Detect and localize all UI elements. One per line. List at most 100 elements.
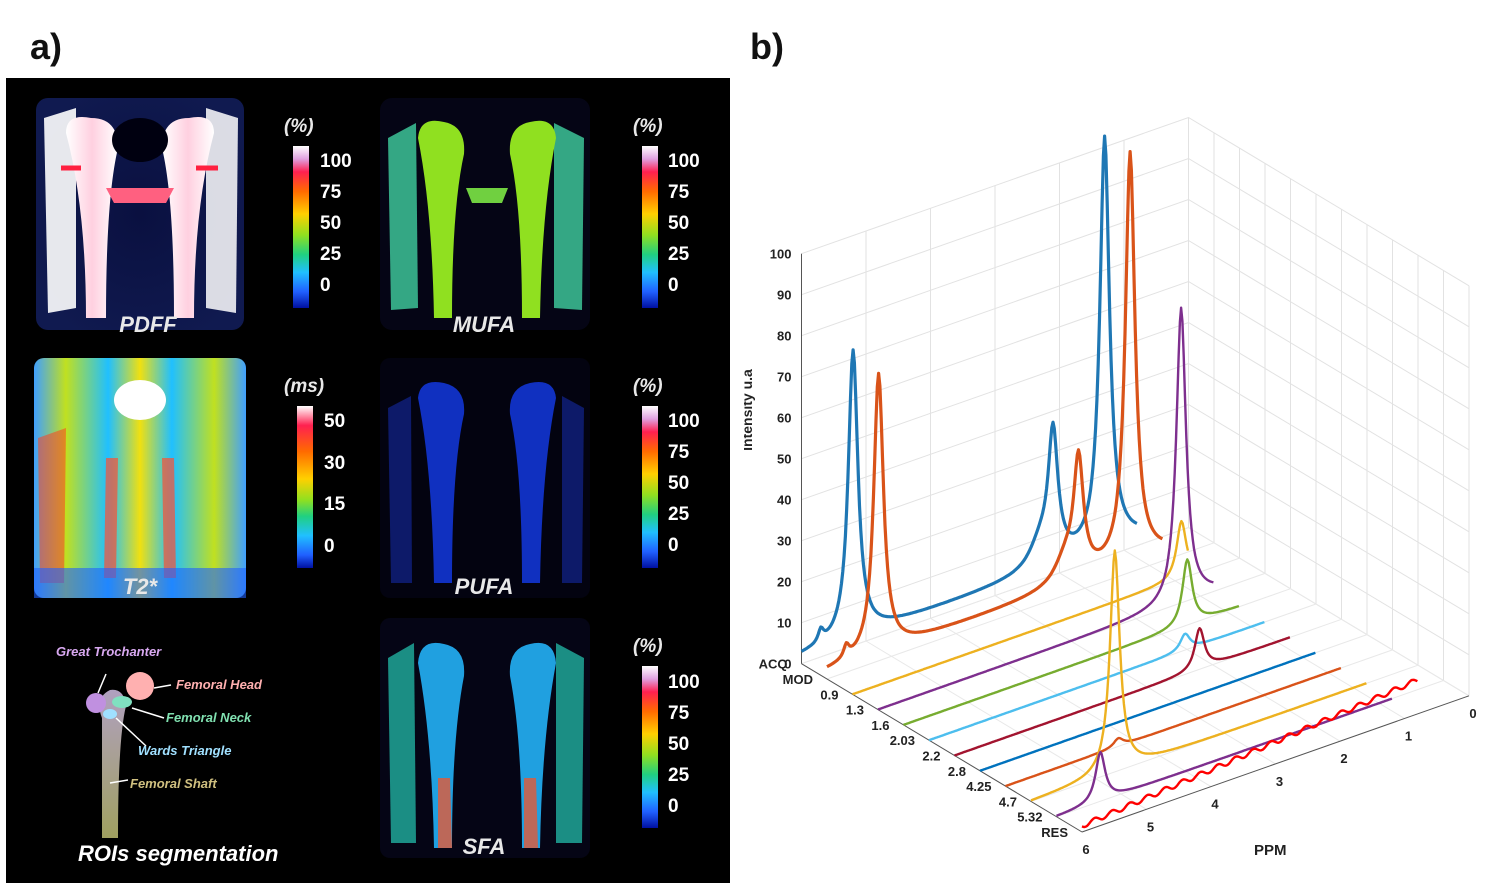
grid-line (865, 640, 1147, 810)
pufa-unit: (%) (633, 376, 663, 397)
pdff-tick-75: 75 (320, 182, 342, 203)
mufa-tick-50: 50 (668, 213, 690, 234)
series-line-1.3 (877, 306, 1214, 711)
roi-title: ROIs segmentation (78, 841, 279, 866)
sfa-tick-75: 75 (668, 703, 690, 724)
z-tick-label: 20 (777, 575, 791, 590)
sfa-map (380, 618, 590, 858)
series-tick-label: 4.7 (999, 794, 1017, 809)
roi-femoral-shaft: Femoral Shaft (130, 776, 217, 791)
t2star-colorbar (297, 406, 313, 568)
grid-line (801, 526, 1470, 697)
pufa-colorbar (642, 406, 658, 568)
series-line-2.8 (979, 651, 1316, 772)
grid-line (801, 116, 1470, 287)
mri-maps (34, 98, 590, 858)
pdff-tick-100: 100 (320, 151, 352, 172)
series-axis (801, 663, 1083, 833)
pufa-label: PUFA (454, 574, 514, 599)
panel-b-label: b) (750, 26, 784, 67)
pdff-tick-0: 0 (320, 275, 331, 296)
grid-line (801, 444, 1470, 615)
series-line-MOD (826, 149, 1164, 669)
series-tick-label: 0.9 (820, 687, 838, 702)
pufa-map (380, 358, 590, 598)
z-tick-label: 70 (777, 370, 791, 385)
ppm-axis (1081, 695, 1470, 833)
t2star-label: T2* (122, 574, 158, 599)
series-tick-label: 1.6 (871, 718, 889, 733)
series-tick-label: 2.2 (922, 749, 940, 764)
grid-line (826, 542, 1215, 680)
roi-femoral-head: Femoral Head (176, 677, 262, 692)
series-line-RES (1081, 678, 1418, 829)
series-tick-label: RES (1041, 825, 1068, 840)
pufa-tick-50: 50 (668, 473, 690, 494)
grid-line (930, 617, 1212, 788)
grid-line (994, 595, 1276, 765)
pdff-unit: (%) (284, 116, 314, 137)
pufa-tick-75: 75 (668, 442, 690, 463)
z-tick-label: 60 (777, 411, 791, 426)
grid-line (801, 403, 1470, 574)
mufa-colorbar (642, 146, 658, 308)
z-tick-label: 30 (777, 534, 791, 549)
sfa-unit: (%) (633, 636, 663, 657)
mufa-unit: (%) (633, 116, 663, 137)
ppm-tick-label: 1 (1405, 729, 1412, 744)
z-tick-label: 10 (777, 616, 791, 631)
roi-femur (86, 672, 172, 838)
ppm-tick-label: 3 (1276, 774, 1283, 789)
mufa-tick-0: 0 (668, 275, 679, 296)
z-tick-label: 40 (777, 493, 791, 508)
series-tick-label: ACQ (759, 657, 788, 672)
t2star-unit: (ms) (284, 376, 325, 397)
roi-wards-triangle: Wards Triangle (138, 743, 232, 758)
series-tick-label: 4.25 (966, 779, 991, 794)
t2star-tick-50: 50 (324, 411, 346, 432)
series-tick-label: 1.3 (846, 703, 864, 718)
grid-line (801, 362, 1470, 533)
z-tick-label: 50 (777, 452, 791, 467)
series-line-4.7 (1030, 549, 1367, 802)
ppm-tick-label: 6 (1082, 842, 1089, 857)
z-tick-label: 90 (777, 288, 791, 303)
series-line-0.9 (852, 519, 1190, 696)
pdff-tick-50: 50 (320, 213, 342, 234)
spectra-chart: 0102030405060708090100ACQMOD0.91.31.62.0… (744, 116, 1477, 859)
series-line-5.32 (1055, 697, 1393, 817)
grid-line (801, 527, 1189, 665)
series-tick-label: MOD (783, 672, 813, 687)
grid-line (1188, 527, 1470, 697)
sfa-tick-50: 50 (668, 734, 690, 755)
ppm-tick-label: 2 (1340, 751, 1347, 766)
series-line-ACQ (800, 134, 1138, 653)
mufa-tick-25: 25 (668, 244, 690, 265)
pdff-label: PDFF (119, 312, 177, 337)
pdff-colorbar (293, 146, 309, 308)
z-tick-label: 0 (784, 657, 791, 672)
series-tick-label: 2.8 (948, 764, 966, 779)
chart-axes: 0102030405060708090100ACQMOD0.91.31.62.0… (759, 247, 1477, 857)
mufa-tick-75: 75 (668, 182, 690, 203)
pufa-tick-100: 100 (668, 411, 700, 432)
series-line-4.25 (1005, 666, 1342, 788)
chart-grid (801, 116, 1470, 833)
pdff-map (36, 98, 244, 330)
t2star-tick-15: 15 (324, 494, 346, 515)
t2star-map (34, 358, 246, 598)
ppm-tick-label: 0 (1469, 706, 1476, 721)
panel-a-label: a) (30, 26, 63, 67)
pufa-tick-25: 25 (668, 504, 690, 525)
grid-line (1123, 549, 1405, 719)
sfa-tick-100: 100 (668, 672, 700, 693)
z-tick-label: 80 (777, 329, 791, 344)
pdff-tick-25: 25 (320, 244, 342, 265)
sfa-colorbar (642, 666, 658, 828)
ppm-axis-label: PPM (1254, 842, 1287, 859)
mri-maps-panel: (%) 100 75 50 25 0 (%) 100 75 50 25 0 (m… (6, 78, 730, 883)
sfa-label: SFA (462, 834, 506, 859)
sfa-tick-25: 25 (668, 765, 690, 786)
series-tick-label: 2.03 (890, 733, 915, 748)
roi-femoral-neck: Femoral Neck (166, 710, 252, 725)
